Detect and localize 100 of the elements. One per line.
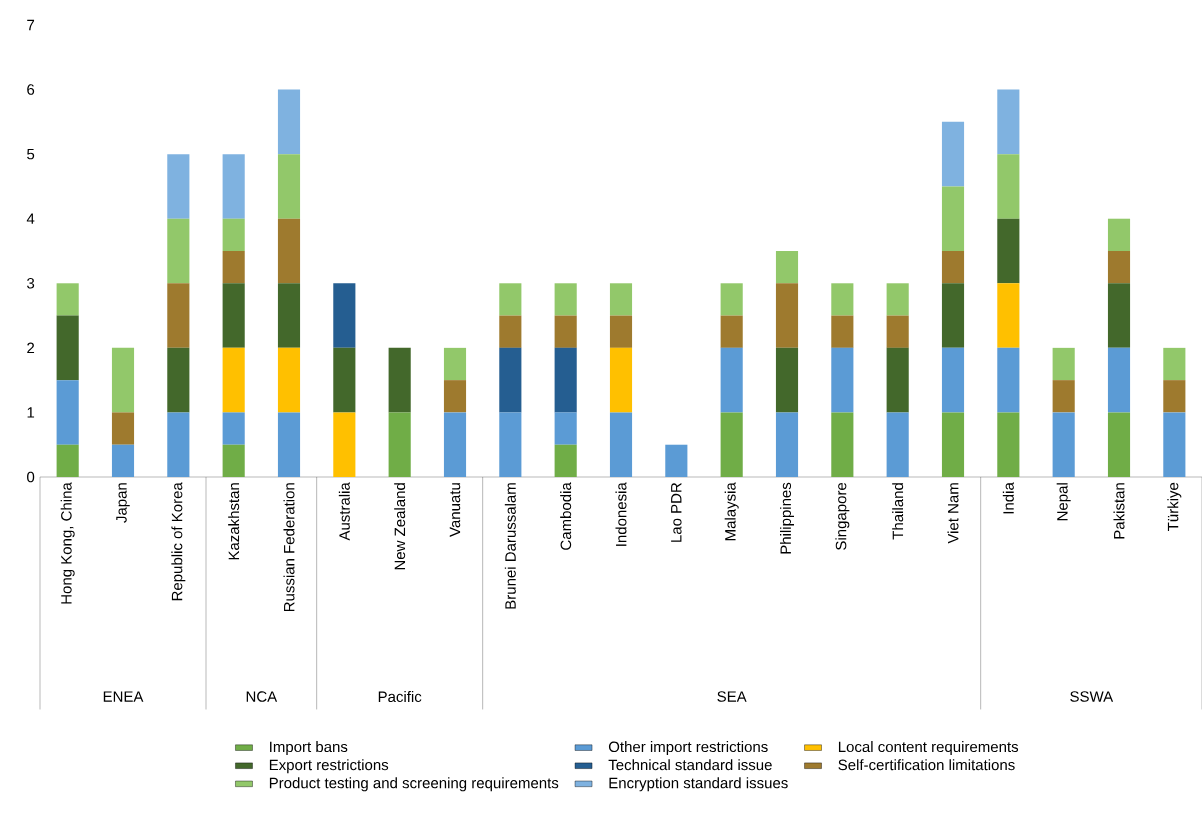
bar [1107,283,1131,348]
y-tick-label: 0 [27,471,35,483]
bar [941,121,965,187]
bar [56,380,79,445]
bar [941,283,965,348]
bar [222,347,245,413]
bar [222,444,245,477]
bar [277,412,301,477]
text: ENEA [103,691,144,702]
bar [167,412,190,477]
bar [1052,347,1075,381]
bar [997,283,1020,348]
x-tick-label: Nepal [1056,483,1071,521]
bar [111,347,135,413]
bar [554,283,577,316]
bar [1107,412,1131,477]
bar [167,218,190,284]
x-tick-label: Türkiye [1167,482,1182,532]
x-tick-label: Lao PDR [671,482,682,542]
x-tick-label: Cambodia [560,482,572,550]
bar [388,347,411,413]
x-tick-label: Vanuatu [449,483,461,537]
bar [775,347,799,413]
bar [997,347,1020,413]
text: Pacific [378,691,422,703]
bar [997,412,1020,477]
x-tick-label: Viet Nam [947,483,959,544]
y-tick-label: 2 [27,342,35,354]
bar [277,89,301,155]
bar [333,347,356,413]
legend-label: Export restrictions [269,759,389,774]
bar [277,218,301,284]
y-tick-label: 3 [27,277,35,289]
bar [1107,347,1131,413]
text: NCA [246,691,278,702]
bar [167,347,190,413]
x-tick-label: India [1002,482,1014,514]
bar [167,283,190,348]
bar [720,315,743,348]
bar [886,412,909,477]
bar [388,412,411,477]
bar [111,444,135,477]
y-tick-label: 6 [27,84,35,95]
x-tick-label: Pakistan [1113,483,1125,539]
bar [222,218,245,251]
bar [56,283,79,316]
bar [720,347,743,413]
legend-label: Other import restrictions [608,741,768,756]
text: SSWA [1070,691,1114,702]
bar [831,283,854,316]
bar [1163,412,1186,477]
bar [997,218,1020,284]
bar [609,412,633,477]
bar [222,251,245,284]
bar [775,251,799,284]
bar [111,412,135,445]
bar [665,444,688,477]
bar [222,412,245,445]
bar [554,347,577,413]
bar [443,347,467,381]
x-tick-label: New Zealand [394,483,406,570]
bar [997,89,1020,155]
legend-label: Encryption standard issues [609,777,788,792]
bar [775,283,799,348]
bar [554,315,577,348]
bar [222,283,245,348]
x-tick-label: Republic of Korea [171,482,186,601]
bar [609,283,633,316]
bar [222,154,245,219]
y-tick-label: 7 [27,19,35,31]
y-tick-label: 4 [26,213,35,224]
bar [831,315,854,348]
bar [277,283,301,348]
text: SEA [717,691,747,702]
bar [886,347,909,413]
bar [941,412,965,477]
x-tick-label: Indonesia [615,482,627,546]
bar [831,347,854,413]
bar [941,186,965,251]
bar [499,347,522,413]
x-tick-label: Brunei Darussalam [504,483,516,609]
bar [886,315,909,348]
bar [499,283,522,316]
legend-label: Local content requirements [838,741,1019,756]
bar [1107,218,1131,251]
bar [167,154,190,219]
bar [941,251,965,284]
x-tick-label: Malaysia [724,482,739,541]
bar [886,283,909,316]
y-tick-label: 1 [27,407,35,418]
bar [499,412,522,477]
bar [1163,347,1186,381]
bar [1163,380,1186,413]
bar [56,444,79,477]
bar [56,315,79,381]
x-tick-label: Japan [116,483,130,523]
bar [277,347,301,413]
bar [1052,380,1075,413]
bar [277,154,301,219]
bar [333,412,356,477]
